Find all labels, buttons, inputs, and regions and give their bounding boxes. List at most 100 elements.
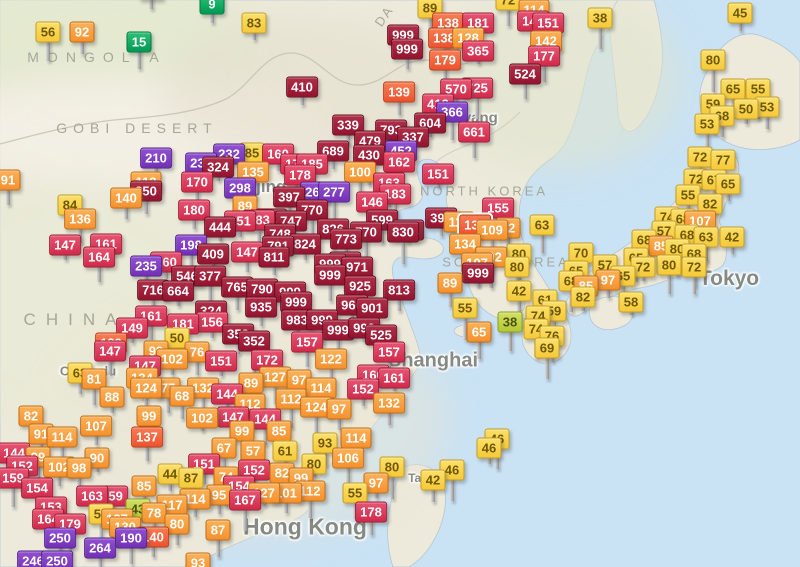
aqi-marker[interactable]: 122 — [315, 348, 363, 388]
aqi-marker[interactable]: 264 — [84, 537, 132, 567]
aqi-marker[interactable]: 65 — [466, 321, 504, 359]
aqi-marker[interactable]: 72 — [681, 256, 719, 294]
aqi-marker[interactable]: 55 — [452, 297, 490, 340]
aqi-marker[interactable]: 63 — [529, 214, 567, 253]
aqi-marker[interactable]: 127 — [259, 366, 307, 404]
aqi-marker[interactable]: 377 — [194, 265, 242, 308]
aqi-marker[interactable]: 250 — [41, 550, 89, 567]
aqi-marker[interactable]: 56 — [35, 21, 73, 61]
aqi-marker[interactable]: 92 — [69, 21, 107, 54]
aqi-marker[interactable]: 50 — [164, 327, 202, 360]
aqi-marker[interactable]: 61 — [272, 440, 310, 473]
aqi-marker[interactable]: 97 — [595, 269, 633, 302]
aqi-marker[interactable]: 999 — [322, 319, 370, 352]
aqi-marker[interactable]: 98 — [66, 457, 104, 493]
aqi-marker[interactable]: 159 — [0, 467, 45, 507]
aqi-marker[interactable]: 46 — [439, 459, 477, 501]
aqi-marker[interactable]: 15 — [126, 31, 164, 69]
aqi-marker[interactable]: 76 — [184, 341, 222, 375]
aqi-marker[interactable]: 151 — [422, 163, 470, 196]
aqi-marker[interactable]: 87 — [205, 519, 243, 557]
aqi-marker[interactable]: 112 — [275, 388, 322, 428]
aqi-marker[interactable]: 152 — [347, 378, 395, 411]
aqi-marker[interactable]: 114 — [340, 427, 387, 460]
aqi-marker[interactable]: 250 — [44, 527, 92, 560]
aqi-marker[interactable]: 124 — [130, 377, 178, 410]
aqi-marker[interactable]: 661 — [458, 121, 506, 158]
aqi-marker[interactable]: 139 — [383, 81, 431, 115]
aqi-marker[interactable]: 664 — [162, 280, 210, 313]
aqi-marker[interactable]: 88 — [99, 386, 137, 419]
aqi-marker[interactable] — [149, 0, 176, 9]
aqi-marker[interactable]: 83 — [241, 12, 279, 45]
aqi-marker[interactable]: 95 — [206, 484, 244, 517]
aqi-marker[interactable]: 114 — [46, 426, 93, 468]
aqi-marker[interactable]: 277 — [318, 181, 366, 221]
aqi-marker[interactable]: 151 — [188, 453, 236, 486]
aqi-marker[interactable]: 69 — [534, 337, 572, 379]
aqi-marker[interactable]: 161 — [378, 367, 426, 400]
aqi-marker[interactable]: 80 — [379, 456, 417, 499]
aqi-marker[interactable]: 151 — [205, 350, 253, 383]
aqi-marker[interactable]: 170 — [181, 171, 229, 213]
aqi-marker[interactable]: 210 — [140, 147, 188, 180]
aqi-marker[interactable]: 102 — [156, 348, 204, 381]
aqi-marker[interactable]: 81 — [81, 368, 119, 405]
aqi-marker[interactable]: 82 — [570, 286, 608, 319]
aqi-marker[interactable]: 112 — [294, 480, 341, 518]
aqi-marker[interactable]: 107 — [80, 415, 128, 448]
aqi-marker[interactable]: 132 — [373, 392, 421, 425]
aqi-marker[interactable]: 38 — [587, 7, 625, 49]
aqi-marker[interactable]: 190 — [115, 527, 163, 564]
aqi-marker[interactable]: 9 — [199, 0, 237, 26]
aqi-marker[interactable]: 85 — [131, 475, 169, 514]
aqi-marker[interactable]: 147 — [49, 234, 97, 267]
aqi-marker[interactable]: 178 — [355, 501, 403, 535]
aqi-marker[interactable]: 525 — [365, 324, 413, 357]
aqi-marker[interactable]: 46 — [476, 437, 514, 470]
aqi-marker[interactable]: 102 — [186, 407, 234, 440]
aqi-marker[interactable]: 65 — [715, 173, 753, 206]
aqi-marker[interactable]: 44 — [157, 463, 195, 496]
aqi-marker[interactable]: 999 — [391, 38, 439, 71]
aqi-marker[interactable]: 90 — [84, 447, 122, 480]
aqi-marker[interactable]: 38 — [497, 311, 535, 351]
aqi-marker[interactable]: 65 — [720, 78, 758, 111]
aqi-marker[interactable]: 78 — [141, 502, 179, 535]
aqi-marker[interactable]: 339 — [332, 114, 380, 147]
aqi-marker[interactable]: 72 — [630, 256, 668, 289]
aqi-marker[interactable]: 53 — [694, 113, 732, 151]
aqi-marker[interactable]: 50 — [733, 98, 771, 131]
aqi-marker[interactable]: 179 — [429, 49, 477, 82]
aqi-marker[interactable]: 42 — [506, 280, 544, 313]
aqi-marker[interactable]: 80 — [700, 49, 738, 92]
aqi-marker[interactable]: 157 — [373, 341, 421, 382]
aqi-marker[interactable]: 811 — [258, 246, 305, 279]
aqi-marker[interactable]: 524 — [509, 63, 557, 99]
aqi-marker[interactable]: 410 — [286, 76, 334, 109]
aqi-marker[interactable]: 180 — [178, 199, 226, 232]
aqi-marker[interactable]: 68 — [169, 385, 207, 419]
aqi-marker[interactable]: 55 — [342, 482, 380, 519]
aqi-marker[interactable]: 136 — [64, 208, 112, 243]
aqi-marker[interactable]: 57 — [240, 440, 278, 473]
aqi-marker[interactable]: 162 — [383, 151, 431, 184]
aqi-marker[interactable]: 93 — [185, 552, 223, 567]
aqi-marker[interactable]: 157 — [291, 331, 339, 367]
aqi-marker[interactable]: 409 — [197, 243, 245, 276]
aqi-marker[interactable]: 177 — [528, 45, 576, 82]
aqi-marker[interactable]: 935 — [245, 296, 293, 329]
aqi-marker[interactable]: 100 — [344, 161, 392, 194]
aqi-marker[interactable]: 58 — [618, 291, 656, 324]
aqi-marker[interactable]: 235 — [130, 255, 178, 288]
aqi-marker[interactable]: 89 — [437, 272, 475, 307]
aqi-marker[interactable]: 999 — [280, 291, 328, 324]
aqi-marker[interactable]: 80 — [164, 513, 202, 546]
aqi-marker[interactable]: 999 — [462, 262, 510, 295]
aqi-marker[interactable]: 999 — [314, 264, 362, 301]
aqi-marker[interactable]: 42 — [719, 226, 757, 259]
aqi-marker[interactable]: 444 — [204, 216, 252, 249]
aqi-marker[interactable]: 45 — [727, 2, 765, 35]
aqi-marker[interactable]: 140 — [110, 187, 158, 220]
